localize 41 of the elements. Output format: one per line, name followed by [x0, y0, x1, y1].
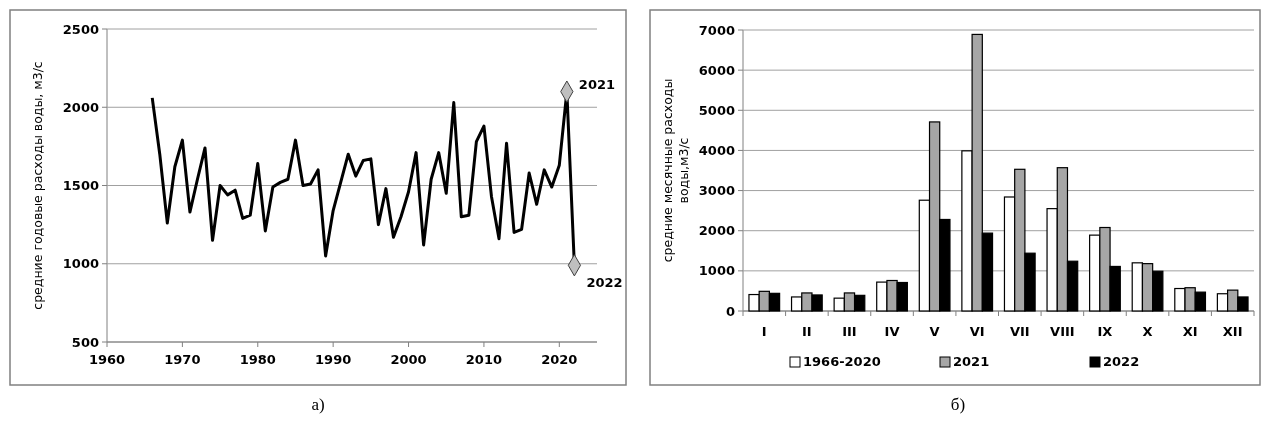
- y-tick-label: 7000: [698, 22, 735, 38]
- x-tick-label: IV: [884, 324, 900, 339]
- legend-label: 2021: [953, 354, 990, 369]
- y-tick-label: 0: [725, 303, 735, 319]
- y-axis-title: средние месячные расходы воды,м3/с: [660, 78, 691, 263]
- y-tick-label: 1500: [62, 178, 99, 194]
- y-tick-label: 6000: [698, 62, 735, 78]
- x-tick-label: IX: [1097, 324, 1113, 339]
- legend-label: 1966-2020: [803, 354, 881, 369]
- x-tick-label: XII: [1222, 324, 1243, 339]
- y-tick-label: 2000: [62, 99, 99, 115]
- annotation: 2021: [578, 76, 616, 92]
- x-tick-label: 2020: [541, 352, 578, 367]
- y-tick-label: 4000: [698, 142, 735, 158]
- y-tick-label: 2500: [62, 21, 99, 37]
- x-tick-label: VIII: [1050, 324, 1075, 339]
- x-tick-label: III: [842, 324, 857, 339]
- y-tick-label: 3000: [698, 183, 735, 199]
- x-tick-label: II: [802, 324, 812, 339]
- text: б): [950, 395, 966, 414]
- y-tick-label: 5000: [698, 102, 735, 118]
- annotation: 2022: [586, 275, 623, 291]
- x-tick-label: I: [761, 324, 767, 339]
- x-tick-label: 2010: [465, 352, 503, 367]
- y-tick-label: 500: [71, 334, 99, 350]
- y-tick-label: 1000: [698, 263, 735, 279]
- y-tick-label: 1000: [62, 256, 99, 272]
- legend-label: 2022: [1103, 354, 1140, 369]
- x-tick-label: 1960: [88, 352, 126, 367]
- x-tick-label: XI: [1182, 324, 1198, 339]
- x-tick-label: VI: [969, 324, 985, 339]
- x-tick-label: 1970: [164, 352, 201, 367]
- x-tick-label: V: [929, 324, 940, 339]
- x-tick-label: 1980: [239, 352, 276, 367]
- x-tick-label: 1990: [315, 352, 352, 367]
- x-tick-label: VII: [1009, 324, 1030, 339]
- y-tick-label: 2000: [698, 223, 735, 239]
- x-tick-label: X: [1142, 324, 1153, 339]
- y-axis-title: средние годовые расходы воды, м3/с: [30, 61, 45, 310]
- x-tick-label: 2000: [390, 352, 427, 367]
- text: а): [311, 395, 325, 414]
